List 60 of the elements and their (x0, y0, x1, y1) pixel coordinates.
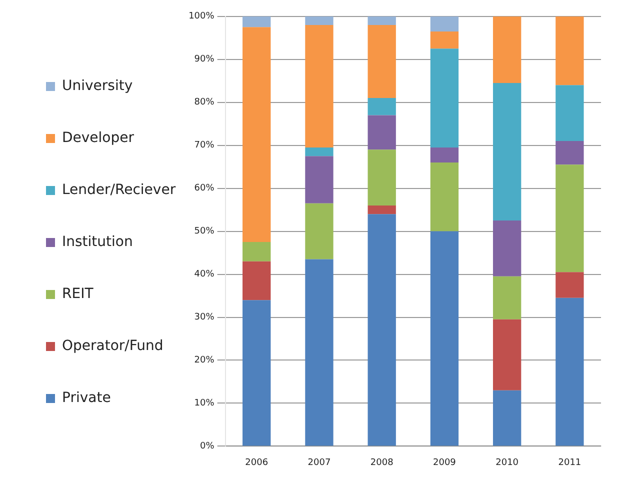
bar (492, 390, 522, 446)
y-tick-label: 100% (188, 12, 215, 22)
y-tick-label: 80% (194, 98, 215, 108)
bar (368, 24, 396, 98)
x-tick-label: 2007 (308, 458, 331, 468)
y-tick-label: 0% (200, 442, 215, 452)
bar (492, 276, 522, 320)
bar (305, 259, 334, 446)
x-tick-label: 2010 (496, 458, 519, 468)
x-tick-label: 2008 (370, 458, 394, 468)
bar (368, 16, 396, 25)
y-tick-label: 90% (194, 54, 215, 65)
legend-label: REIT (62, 286, 94, 302)
y-tick-label: 50% (194, 226, 215, 237)
bar (368, 206, 396, 214)
legend-label: Developer (62, 130, 134, 146)
bar (430, 231, 459, 446)
bar (430, 16, 459, 32)
bar (242, 242, 271, 262)
y-tick-label: 70% (194, 140, 215, 151)
y-tick-label: 60% (194, 184, 215, 194)
x-tick-label: 2009 (433, 458, 456, 468)
bar (556, 141, 584, 165)
y-tick-label: 20% (194, 356, 215, 366)
legend-label: Lender/Reciever (62, 182, 176, 198)
bar (305, 147, 334, 156)
bar (368, 115, 396, 150)
bar (556, 85, 584, 142)
bar (556, 16, 584, 86)
legend-label: Operator/Fund (62, 338, 164, 354)
bar (430, 147, 459, 163)
bar (242, 300, 271, 446)
x-tick-label: 2006 (245, 458, 268, 468)
x-tick-label: 2011 (558, 458, 582, 468)
bar (368, 150, 396, 206)
legend-label: Private (62, 390, 111, 406)
bar (430, 162, 459, 232)
bar (242, 261, 271, 300)
legend-label: Institution (62, 234, 133, 250)
bar (492, 16, 522, 84)
bar (492, 319, 522, 390)
y-tick-label: 30% (194, 312, 215, 323)
bar (556, 164, 584, 272)
y-tick-label: 10% (194, 398, 215, 409)
bar (242, 27, 271, 242)
bar (556, 298, 584, 446)
bar (430, 48, 459, 148)
bar (492, 220, 522, 276)
bar (368, 214, 396, 446)
legend-label: University (62, 78, 133, 94)
y-tick-label: 40% (194, 270, 215, 280)
bar (430, 31, 459, 49)
bar (305, 203, 334, 260)
bar (368, 98, 396, 116)
bar (305, 156, 334, 204)
bar (492, 83, 522, 221)
bar (305, 16, 334, 25)
bar (305, 24, 334, 148)
bar (556, 272, 584, 298)
bar (242, 16, 271, 28)
